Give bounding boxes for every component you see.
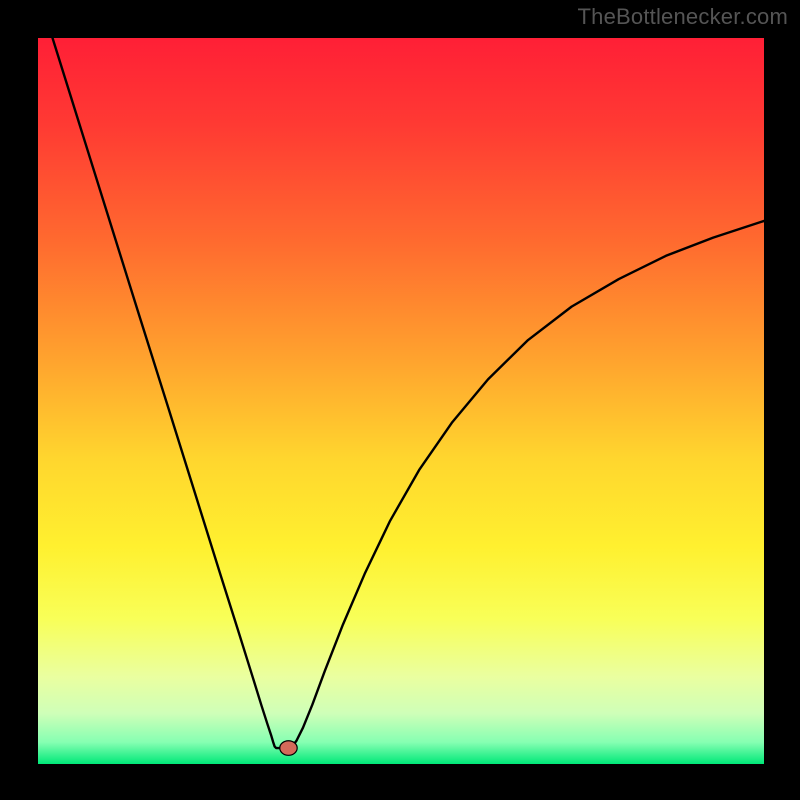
chart-svg	[38, 38, 764, 764]
watermark-text: TheBottlenecker.com	[578, 4, 788, 30]
optimal-point-marker	[280, 741, 297, 756]
chart-background	[38, 38, 764, 764]
chart-plot-area	[38, 38, 764, 764]
